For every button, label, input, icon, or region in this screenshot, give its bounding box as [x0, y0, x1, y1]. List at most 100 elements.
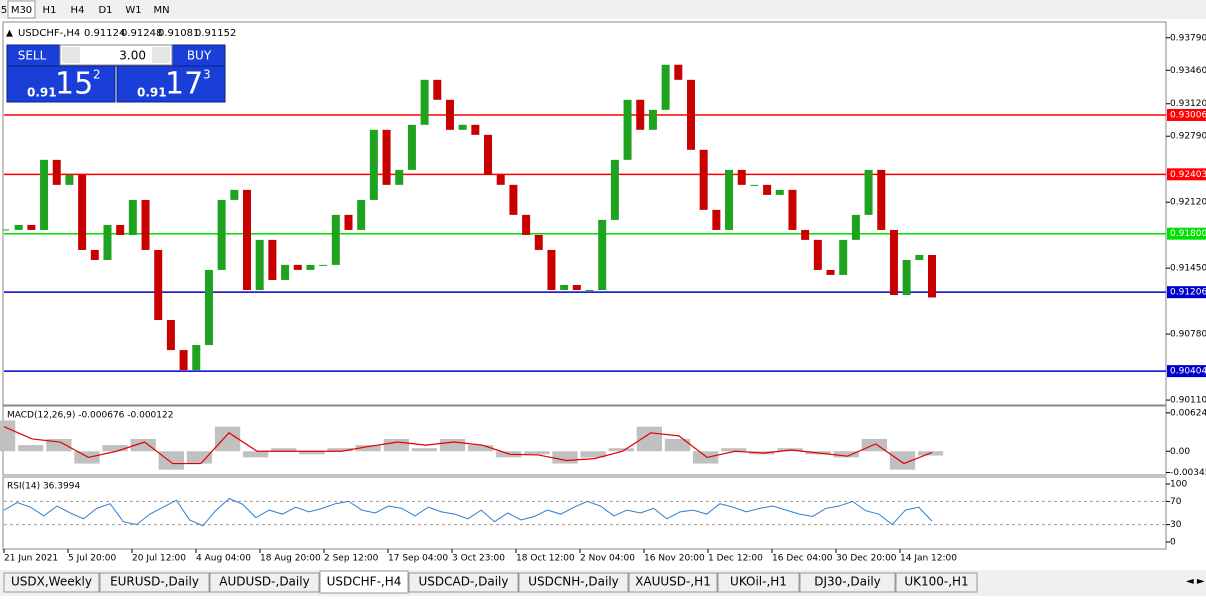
- lot-field[interactable]: [59, 44, 173, 66]
- macd-bar: [439, 438, 466, 452]
- panel-title: RSI(14) 36.3994: [7, 482, 80, 492]
- candle: [166, 320, 175, 351]
- candle: [737, 169, 746, 185]
- lot-value[interactable]: 3.00: [119, 49, 146, 63]
- timeframe-button[interactable]: W1: [125, 5, 141, 16]
- candle: [534, 234, 543, 250]
- candle: [484, 134, 493, 175]
- candle: [839, 239, 848, 275]
- tab-label[interactable]: DJ30-,Daily: [814, 575, 881, 589]
- tab[interactable]: [209, 572, 320, 593]
- toolbar: [0, 0, 1206, 19]
- macd-bar: [721, 448, 747, 452]
- candle: [395, 169, 404, 185]
- tab[interactable]: [99, 572, 210, 593]
- macd-bar: [692, 451, 719, 464]
- x-tick-label: 16 Dec 04:00: [772, 554, 833, 564]
- tab-label[interactable]: AUDUSD-,Daily: [219, 575, 309, 589]
- tab[interactable]: [408, 572, 519, 593]
- timeframe-button[interactable]: H1: [43, 5, 57, 16]
- y-tick-label: 0.006246: [1170, 408, 1206, 418]
- tab[interactable]: [717, 572, 800, 593]
- macd-bar: [130, 438, 156, 452]
- y-tick-label: 30: [1170, 520, 1182, 530]
- tab-label[interactable]: UKOil-,H1: [730, 575, 787, 589]
- tab[interactable]: [895, 572, 978, 593]
- candle: [204, 269, 213, 346]
- x-tick-label: 1 Dec 12:00: [708, 554, 763, 564]
- candle: [509, 184, 518, 215]
- level-tag: [1167, 168, 1206, 181]
- candle: [179, 350, 188, 371]
- macd-bar: [833, 451, 859, 458]
- macd-bar: [102, 445, 128, 452]
- candle: [674, 64, 683, 80]
- candle: [712, 209, 721, 230]
- price-pips: 15: [55, 67, 93, 102]
- y-tick-label: 0.90780: [1170, 330, 1206, 340]
- candle: [763, 184, 772, 195]
- tab-label[interactable]: XAUUSD-,H1: [635, 575, 711, 589]
- tab-active[interactable]: [319, 570, 409, 594]
- price-big: 0.91: [27, 86, 57, 100]
- candle: [255, 239, 264, 290]
- candle: [230, 189, 239, 200]
- tab[interactable]: [799, 572, 896, 593]
- level-label: 0.91206: [1170, 288, 1206, 298]
- tab-scroll[interactable]: ◄ ►: [1186, 576, 1205, 587]
- candle: [471, 124, 480, 135]
- timeframe-button[interactable]: MN: [153, 5, 169, 16]
- panel-title: MACD(12,26,9) -0.000676 -0.000122: [7, 411, 173, 421]
- x-tick-label: 3 Oct 23:00: [452, 554, 505, 564]
- y-tick-label: 0.90110: [1170, 396, 1206, 406]
- macd-bar: [552, 451, 578, 464]
- tab-label[interactable]: USDCNH-,Daily: [528, 575, 619, 589]
- price-fraction: 2: [93, 68, 101, 82]
- tab-label[interactable]: USDCAD-,Daily: [419, 575, 509, 589]
- timeframe-active: [7, 0, 36, 19]
- candle: [369, 129, 378, 200]
- candle: [420, 79, 429, 125]
- macd-bar: [383, 438, 409, 452]
- y-tick-label: 0.93120: [1170, 99, 1206, 109]
- candle: [928, 254, 936, 298]
- tab-label[interactable]: UK100-,H1: [904, 575, 968, 589]
- timeframe-button[interactable]: H4: [71, 5, 85, 16]
- timeframe-button[interactable]: D1: [98, 5, 112, 16]
- macd-bar: [608, 448, 634, 452]
- candle: [407, 124, 416, 170]
- macd-bar: [889, 451, 916, 470]
- lot-up[interactable]: [152, 47, 170, 63]
- candle: [306, 264, 315, 270]
- candle: [522, 214, 531, 235]
- tab[interactable]: [3, 572, 100, 593]
- price-pips: 17: [165, 67, 203, 102]
- macd-bar: [243, 451, 269, 458]
- timeframe-button[interactable]: 5: [1, 5, 7, 16]
- tab-label[interactable]: EURUSD-,Daily: [110, 575, 199, 589]
- tab-label[interactable]: USDCHF-,H4: [327, 575, 402, 589]
- y-tick-label: 70: [1170, 497, 1182, 507]
- x-tick-label: 21 Jun 2021: [4, 554, 58, 564]
- candle: [103, 224, 112, 260]
- candle: [864, 169, 873, 215]
- tab-label[interactable]: USDX,Weekly: [11, 575, 92, 589]
- level-tag: [1167, 286, 1206, 299]
- candle: [686, 79, 695, 150]
- x-tick-label: 5 Jul 20:00: [68, 554, 117, 564]
- candle: [293, 264, 302, 270]
- sell-label[interactable]: SELL: [18, 49, 47, 63]
- lot-down[interactable]: [62, 47, 80, 63]
- tab[interactable]: [628, 572, 718, 593]
- candle: [344, 214, 353, 230]
- candle: [433, 79, 442, 100]
- candle: [610, 159, 619, 220]
- macd-bar: [355, 445, 381, 452]
- candle: [268, 239, 277, 280]
- buy-label[interactable]: BUY: [187, 49, 212, 63]
- timeframe-button[interactable]: M30: [11, 5, 32, 16]
- level-label: 0.91800: [1170, 229, 1206, 239]
- tab[interactable]: [518, 572, 629, 593]
